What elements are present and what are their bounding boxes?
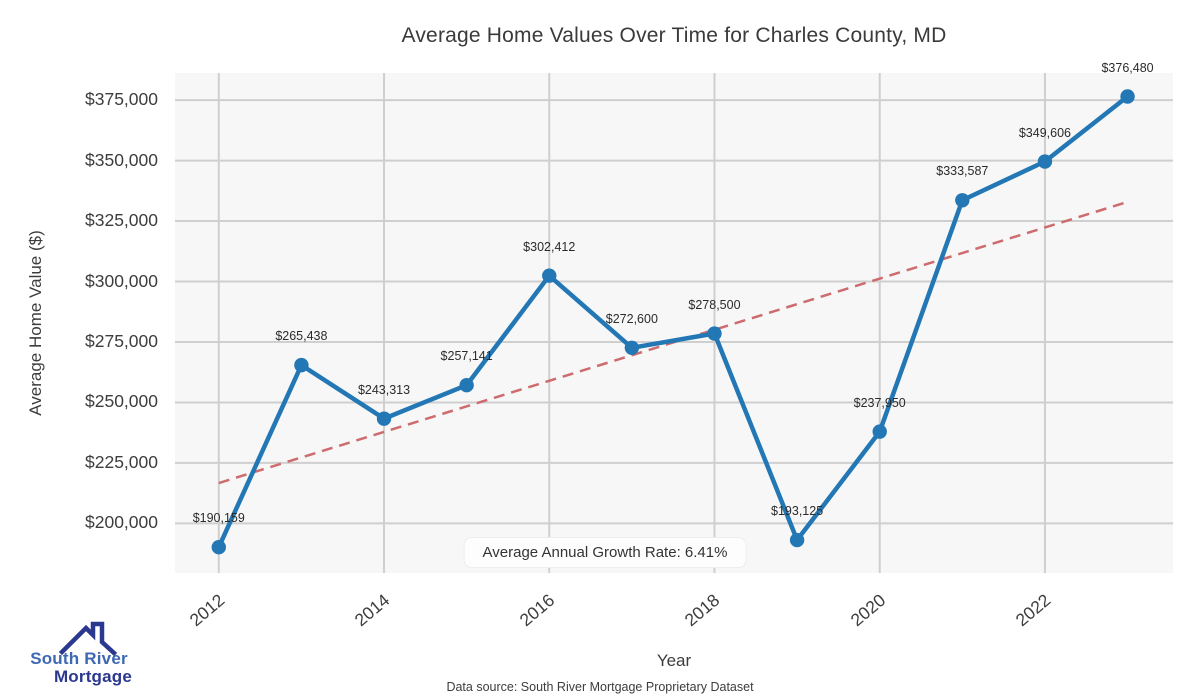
y-tick-label: $350,000 — [85, 149, 158, 170]
x-tick-label: 2018 — [680, 589, 724, 630]
point-value-label: $265,438 — [275, 329, 328, 344]
data-point-marker — [376, 411, 392, 426]
data-point-marker — [211, 540, 226, 555]
y-tick-label: $300,000 — [85, 270, 158, 291]
x-tick-label: 2012 — [185, 589, 228, 630]
y-tick-label: $250,000 — [85, 391, 158, 412]
y-tick-label: $325,000 — [85, 210, 158, 231]
data-point-marker — [872, 424, 887, 439]
point-value-label: $333,587 — [936, 164, 989, 179]
data-point-marker — [294, 357, 309, 373]
y-tick-label: $200,000 — [85, 512, 158, 533]
data-point-marker — [1120, 89, 1135, 104]
data-point-marker — [789, 532, 805, 548]
point-value-label: $190,159 — [192, 511, 245, 526]
point-value-label: $302,412 — [523, 239, 576, 254]
south-river-mortgage-logo: South River Mortgage — [20, 613, 140, 693]
plot-canvas — [175, 73, 1173, 573]
y-tick-label: $375,000 — [85, 89, 158, 110]
data-point-marker — [542, 268, 557, 283]
y-tick-label: $275,000 — [85, 330, 158, 351]
x-axis-title: Year — [656, 651, 692, 670]
data-point-marker — [624, 340, 640, 355]
growth-rate-annotation: Average Annual Growth Rate: 6.41% — [463, 537, 747, 568]
point-value-label: $243,313 — [357, 382, 411, 397]
data-point-marker — [707, 326, 722, 341]
point-value-label: $376,480 — [1101, 60, 1154, 75]
plot-area — [175, 73, 1173, 573]
x-tick-label: 2016 — [515, 589, 559, 630]
x-tick-label: 2020 — [846, 589, 889, 630]
data-point-marker — [459, 377, 474, 393]
point-value-label: $193,125 — [771, 504, 824, 519]
point-value-label: $349,606 — [1018, 125, 1071, 140]
logo-text-south-river: South River — [30, 649, 128, 668]
data-source-caption: Data source: South River Mortgage Propri… — [446, 680, 754, 694]
series-line — [216, 94, 1130, 550]
x-tick-label: 2022 — [1011, 589, 1054, 630]
point-value-label: $272,600 — [605, 311, 658, 326]
point-value-label: $237,950 — [853, 395, 906, 410]
chart-title: Average Home Values Over Time for Charle… — [401, 24, 947, 47]
y-axis-title: Average Home Value ($) — [26, 230, 45, 416]
house-roof-icon — [58, 621, 118, 656]
point-value-label: $257,141 — [440, 349, 493, 364]
x-tick-label: 2014 — [350, 589, 394, 630]
logo-text-mortgage: Mortgage — [53, 667, 133, 686]
data-point-marker — [1037, 154, 1053, 169]
point-value-label: $278,500 — [688, 297, 741, 312]
y-tick-label: $225,000 — [85, 451, 158, 472]
data-point-marker — [955, 193, 970, 208]
